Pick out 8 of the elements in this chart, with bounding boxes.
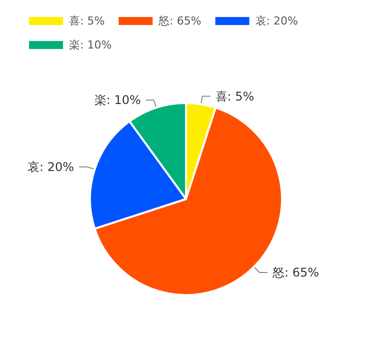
slice-label: 楽: 10% <box>94 93 141 108</box>
legend-label: 怒: 65% <box>158 14 202 28</box>
slice-label: 喜: 5% <box>215 89 254 104</box>
legend-label: 喜: 5% <box>69 14 105 28</box>
slice-label: 哀: 20% <box>28 160 74 174</box>
slice-label: 怒: 65% <box>272 266 320 280</box>
legend-label: 哀: 20% <box>255 14 298 28</box>
legend-label: 楽: 10% <box>69 38 112 52</box>
